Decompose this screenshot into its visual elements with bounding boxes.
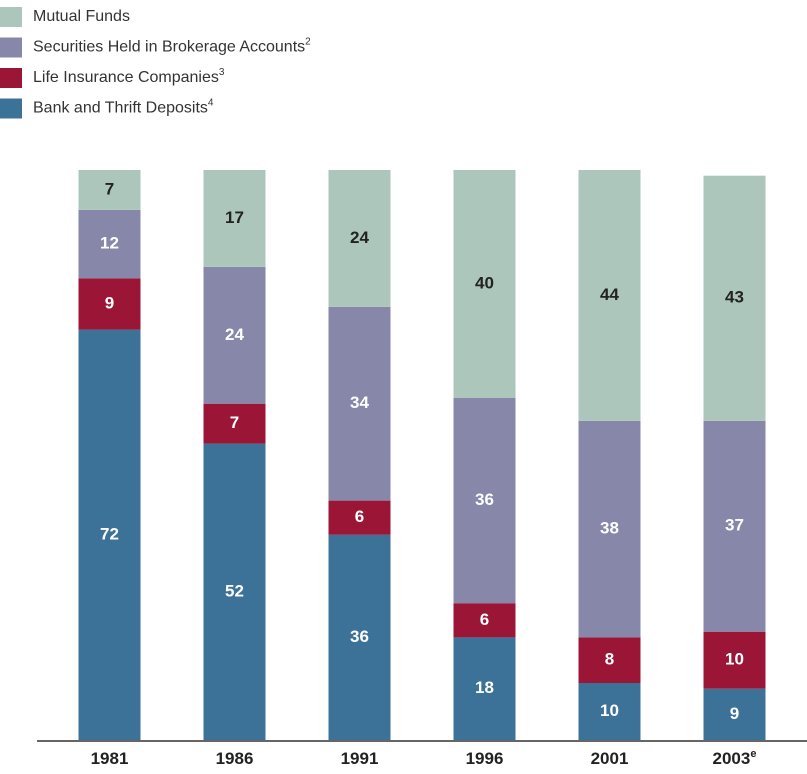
bar-segment <box>78 278 141 330</box>
value-label: 8 <box>605 650 614 669</box>
bar-segment <box>203 170 266 267</box>
value-label: 37 <box>725 516 744 535</box>
legend-footnote: 4 <box>208 97 214 108</box>
legend-footnote: 2 <box>305 36 311 47</box>
legend-text: Securities Held in Brokerage Accounts <box>33 39 305 56</box>
value-label: 10 <box>725 650 744 669</box>
bar-segment <box>203 443 266 740</box>
value-label: 17 <box>225 208 244 227</box>
value-label: 52 <box>225 581 244 600</box>
legend-label: Securities Held in Brokerage Accounts2 <box>33 36 311 56</box>
category-text: 1981 <box>91 749 129 768</box>
bar-segment <box>78 329 141 740</box>
x-tick-label: 2001 <box>591 749 629 768</box>
bar-segment <box>578 420 641 638</box>
bar-segment <box>328 500 391 535</box>
category-text: 1986 <box>216 749 254 768</box>
bar-segment <box>203 403 266 444</box>
value-label: 7 <box>105 179 114 198</box>
bar-segment <box>453 170 516 398</box>
legend-text: Life Insurance Companies <box>33 69 219 86</box>
value-label: 9 <box>105 293 114 312</box>
category-note: e <box>750 748 756 760</box>
bar-segment <box>328 534 391 740</box>
bar-segment <box>578 683 641 740</box>
legend-text: Mutual Funds <box>33 8 130 25</box>
value-label: 38 <box>600 519 619 538</box>
value-label: 12 <box>100 234 119 253</box>
category-text: 2001 <box>591 749 629 768</box>
bar-segment <box>703 175 766 421</box>
x-tick-label: 2003e <box>713 748 757 769</box>
value-label: 7 <box>230 413 239 432</box>
legend-swatch <box>0 37 22 58</box>
bar-segment <box>203 266 266 404</box>
legend-footnote: 3 <box>219 67 225 78</box>
bar-segment <box>578 170 641 421</box>
value-label: 72 <box>100 524 119 543</box>
x-tick-label: 1991 <box>341 749 379 768</box>
value-label: 40 <box>475 273 494 292</box>
legend-label: Mutual Funds <box>33 8 130 25</box>
bar-segment <box>453 398 516 604</box>
value-label: 36 <box>475 490 494 509</box>
bar-segment <box>453 603 516 638</box>
value-label: 6 <box>480 610 489 629</box>
category-text: 2003 <box>713 749 751 768</box>
x-tick-label: 1986 <box>216 749 254 768</box>
bar-segment <box>328 306 391 501</box>
legend-swatch <box>0 98 22 119</box>
x-tick-label: 1981 <box>91 749 129 768</box>
legend-text: Bank and Thrift Deposits <box>33 100 208 117</box>
legend-label: Bank and Thrift Deposits4 <box>33 97 214 117</box>
bar-segment <box>703 688 766 740</box>
value-label: 36 <box>350 627 369 646</box>
value-label: 9 <box>730 704 739 723</box>
value-label: 6 <box>355 507 364 526</box>
bar-segment <box>453 637 516 740</box>
bar-segment <box>78 209 141 279</box>
legend-swatch <box>0 7 22 27</box>
legend-label: Life Insurance Companies3 <box>33 67 225 87</box>
bar-segment <box>78 170 141 210</box>
category-text: 1991 <box>341 749 379 768</box>
bar-segment <box>578 637 641 683</box>
value-label: 24 <box>225 325 244 344</box>
bar-segment <box>328 170 391 307</box>
bar-segment <box>703 631 766 689</box>
value-label: 10 <box>600 701 619 720</box>
value-label: 18 <box>475 678 494 697</box>
value-label: 34 <box>350 393 369 412</box>
value-label: 44 <box>600 285 619 304</box>
value-label: 43 <box>725 288 744 307</box>
x-tick-label: 1996 <box>466 749 504 768</box>
legend-swatch <box>0 68 22 88</box>
value-label: 24 <box>350 228 369 247</box>
category-text: 1996 <box>466 749 504 768</box>
bar-segment <box>703 420 766 632</box>
